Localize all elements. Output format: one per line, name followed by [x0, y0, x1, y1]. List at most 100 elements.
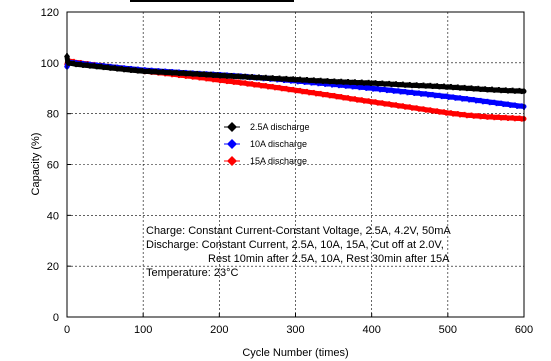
data-point — [276, 75, 279, 81]
data-point — [143, 69, 146, 75]
data-point — [475, 86, 478, 92]
data-point — [488, 114, 491, 120]
data-point — [452, 111, 455, 117]
data-point — [344, 83, 347, 89]
data-point — [184, 71, 187, 77]
data-point — [299, 76, 302, 82]
data-point — [216, 76, 219, 82]
data-point — [317, 78, 320, 84]
data-point — [438, 84, 441, 90]
data-point — [475, 113, 478, 119]
data-point — [223, 77, 226, 83]
data-point — [468, 85, 471, 91]
data-point — [488, 100, 491, 106]
data-point — [260, 83, 263, 89]
data-point — [388, 101, 391, 107]
data-point — [91, 63, 94, 69]
data-point — [433, 83, 436, 89]
data-point — [424, 107, 427, 113]
data-point — [518, 115, 521, 121]
data-point — [315, 91, 318, 97]
data-point — [388, 80, 391, 86]
data-point — [447, 110, 450, 116]
data-point — [401, 81, 404, 87]
data-point — [491, 86, 494, 92]
data-point — [175, 69, 178, 75]
data-point — [353, 96, 356, 102]
data-point — [283, 76, 286, 82]
data-point — [152, 69, 155, 75]
data-point — [401, 103, 404, 109]
data-point — [239, 74, 242, 80]
data-point — [461, 85, 464, 91]
data-point — [392, 102, 395, 108]
data-point — [289, 87, 292, 93]
data-point — [191, 74, 194, 80]
data-point — [139, 68, 142, 74]
data-point — [340, 82, 343, 88]
data-point — [369, 81, 372, 86]
data-point — [374, 86, 377, 92]
series-2-5a-discharge — [64, 53, 527, 95]
data-point — [443, 93, 446, 99]
data-point — [513, 88, 516, 94]
data-point — [454, 111, 457, 117]
data-point — [241, 74, 244, 80]
data-point — [502, 102, 505, 108]
data-point — [445, 84, 448, 90]
data-point — [342, 82, 345, 88]
data-point — [518, 87, 521, 93]
data-point — [264, 83, 267, 89]
data-point — [408, 90, 411, 95]
data-point — [520, 103, 523, 109]
data-point — [381, 87, 384, 93]
data-point — [356, 80, 359, 86]
data-point — [520, 89, 523, 95]
data-point — [351, 79, 354, 85]
y-tick-label: 20 — [47, 261, 59, 273]
data-point — [445, 110, 448, 116]
data-point — [193, 74, 196, 80]
data-point — [438, 92, 441, 98]
data-point — [390, 82, 393, 88]
data-point — [372, 99, 375, 105]
data-point — [456, 111, 459, 117]
data-point — [465, 113, 468, 119]
data-point — [422, 82, 425, 88]
data-point — [212, 77, 215, 83]
data-point — [381, 100, 384, 106]
data-point — [209, 75, 212, 81]
data-point — [241, 80, 244, 86]
data-point — [107, 64, 110, 70]
data-point — [95, 64, 98, 70]
data-point — [246, 81, 249, 87]
data-point — [333, 92, 336, 98]
data-point — [182, 70, 185, 76]
annotation-rest: Rest 10min after 2.5A, 10A, Rest 30min a… — [208, 253, 450, 265]
data-point — [273, 76, 276, 82]
grid — [67, 12, 524, 317]
data-point — [358, 80, 361, 85]
data-point — [436, 83, 439, 89]
data-point — [358, 97, 361, 103]
data-point — [72, 60, 75, 66]
data-point — [349, 83, 352, 89]
data-point — [184, 73, 187, 79]
data-point — [493, 115, 496, 121]
data-point — [326, 81, 329, 87]
data-point — [118, 66, 121, 72]
data-point — [374, 80, 377, 86]
data-point — [486, 114, 489, 120]
data-point — [376, 81, 379, 87]
data-point — [244, 73, 247, 79]
data-point — [225, 79, 228, 85]
data-point — [484, 99, 487, 105]
annotation-charge: Charge: Constant Current-Constant Voltag… — [146, 225, 451, 237]
data-point — [390, 87, 393, 93]
data-point — [420, 82, 423, 88]
data-point — [123, 67, 126, 73]
data-point — [294, 88, 297, 94]
data-point — [511, 102, 514, 108]
data-point — [463, 84, 466, 90]
series-layer — [64, 53, 527, 122]
